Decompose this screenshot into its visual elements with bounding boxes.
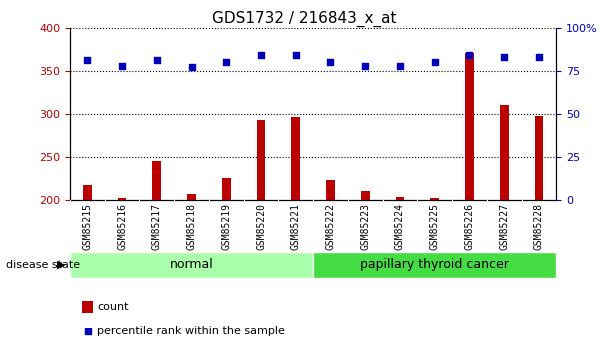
Point <box>395 63 405 68</box>
Text: GSM85215: GSM85215 <box>82 203 92 250</box>
Text: GSM85227: GSM85227 <box>499 203 510 250</box>
Point <box>534 54 544 60</box>
Bar <box>153 161 161 200</box>
Point <box>117 63 127 68</box>
Text: GSM85223: GSM85223 <box>360 203 370 250</box>
Point <box>430 59 440 65</box>
Text: GSM85225: GSM85225 <box>430 203 440 250</box>
Text: GSM85222: GSM85222 <box>325 203 336 250</box>
Bar <box>118 197 126 200</box>
Text: GSM85226: GSM85226 <box>465 203 474 250</box>
Point <box>83 58 92 63</box>
Bar <box>222 178 230 200</box>
Point <box>499 54 509 60</box>
Bar <box>465 53 474 200</box>
Point <box>361 63 370 68</box>
Point <box>291 52 300 58</box>
Text: GDS1732 / 216843_x_at: GDS1732 / 216843_x_at <box>212 10 396 27</box>
Bar <box>313 252 556 278</box>
Text: GSM85216: GSM85216 <box>117 203 127 250</box>
Point <box>465 52 474 58</box>
Text: GSM85217: GSM85217 <box>152 203 162 250</box>
Bar <box>361 191 370 200</box>
Bar <box>534 116 544 200</box>
Text: ▶: ▶ <box>57 260 65 270</box>
Point <box>256 52 266 58</box>
Bar <box>430 198 439 200</box>
Bar <box>396 197 404 200</box>
Bar <box>326 180 335 200</box>
Bar <box>83 185 92 200</box>
Text: disease state: disease state <box>6 260 80 270</box>
Bar <box>257 120 265 200</box>
Text: papillary thyroid cancer: papillary thyroid cancer <box>361 258 509 271</box>
Text: GSM85219: GSM85219 <box>221 203 231 250</box>
Bar <box>70 252 313 278</box>
Text: GSM85228: GSM85228 <box>534 203 544 250</box>
Bar <box>500 105 508 200</box>
Text: count: count <box>97 302 129 312</box>
Text: GSM85218: GSM85218 <box>187 203 196 250</box>
Bar <box>187 194 196 200</box>
Text: GSM85220: GSM85220 <box>256 203 266 250</box>
Point <box>152 58 162 63</box>
Bar <box>291 117 300 200</box>
Point <box>83 328 93 334</box>
Text: normal: normal <box>170 258 213 271</box>
Point <box>187 65 196 70</box>
Point <box>326 59 336 65</box>
Text: GSM85221: GSM85221 <box>291 203 301 250</box>
Text: percentile rank within the sample: percentile rank within the sample <box>97 326 285 336</box>
Text: GSM85224: GSM85224 <box>395 203 405 250</box>
Point <box>221 59 231 65</box>
